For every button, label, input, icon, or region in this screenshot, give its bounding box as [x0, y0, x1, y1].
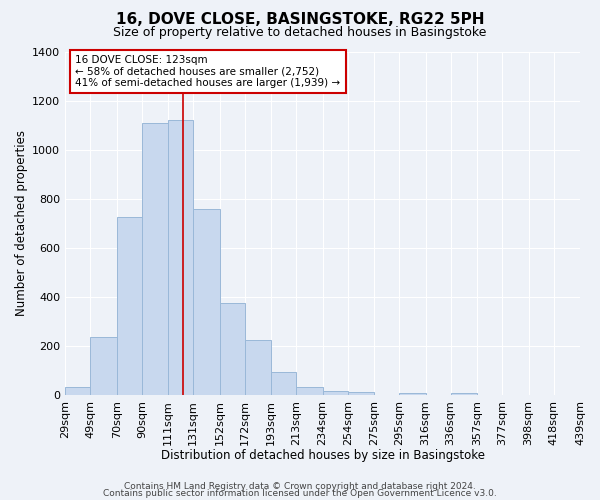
Text: 16 DOVE CLOSE: 123sqm
← 58% of detached houses are smaller (2,752)
41% of semi-d: 16 DOVE CLOSE: 123sqm ← 58% of detached … [76, 55, 341, 88]
Bar [168, 120, 193, 396]
Bar [399, 393, 425, 396]
Text: Size of property relative to detached houses in Basingstoke: Size of property relative to detached ho… [113, 26, 487, 39]
Bar [116, 218, 142, 396]
X-axis label: Distribution of detached houses by size in Basingstoke: Distribution of detached houses by size … [161, 450, 485, 462]
Bar [451, 393, 477, 396]
Bar [220, 304, 245, 396]
Bar [271, 372, 296, 396]
Y-axis label: Number of detached properties: Number of detached properties [15, 130, 28, 316]
Bar [245, 340, 271, 396]
Text: Contains public sector information licensed under the Open Government Licence v3: Contains public sector information licen… [103, 489, 497, 498]
Bar [347, 392, 374, 396]
Bar [296, 387, 323, 396]
Bar [142, 123, 168, 396]
Bar [90, 336, 116, 396]
Text: Contains HM Land Registry data © Crown copyright and database right 2024.: Contains HM Land Registry data © Crown c… [124, 482, 476, 491]
Text: 16, DOVE CLOSE, BASINGSTOKE, RG22 5PH: 16, DOVE CLOSE, BASINGSTOKE, RG22 5PH [116, 12, 484, 28]
Bar [65, 387, 90, 396]
Bar [193, 208, 220, 396]
Bar [323, 390, 347, 396]
